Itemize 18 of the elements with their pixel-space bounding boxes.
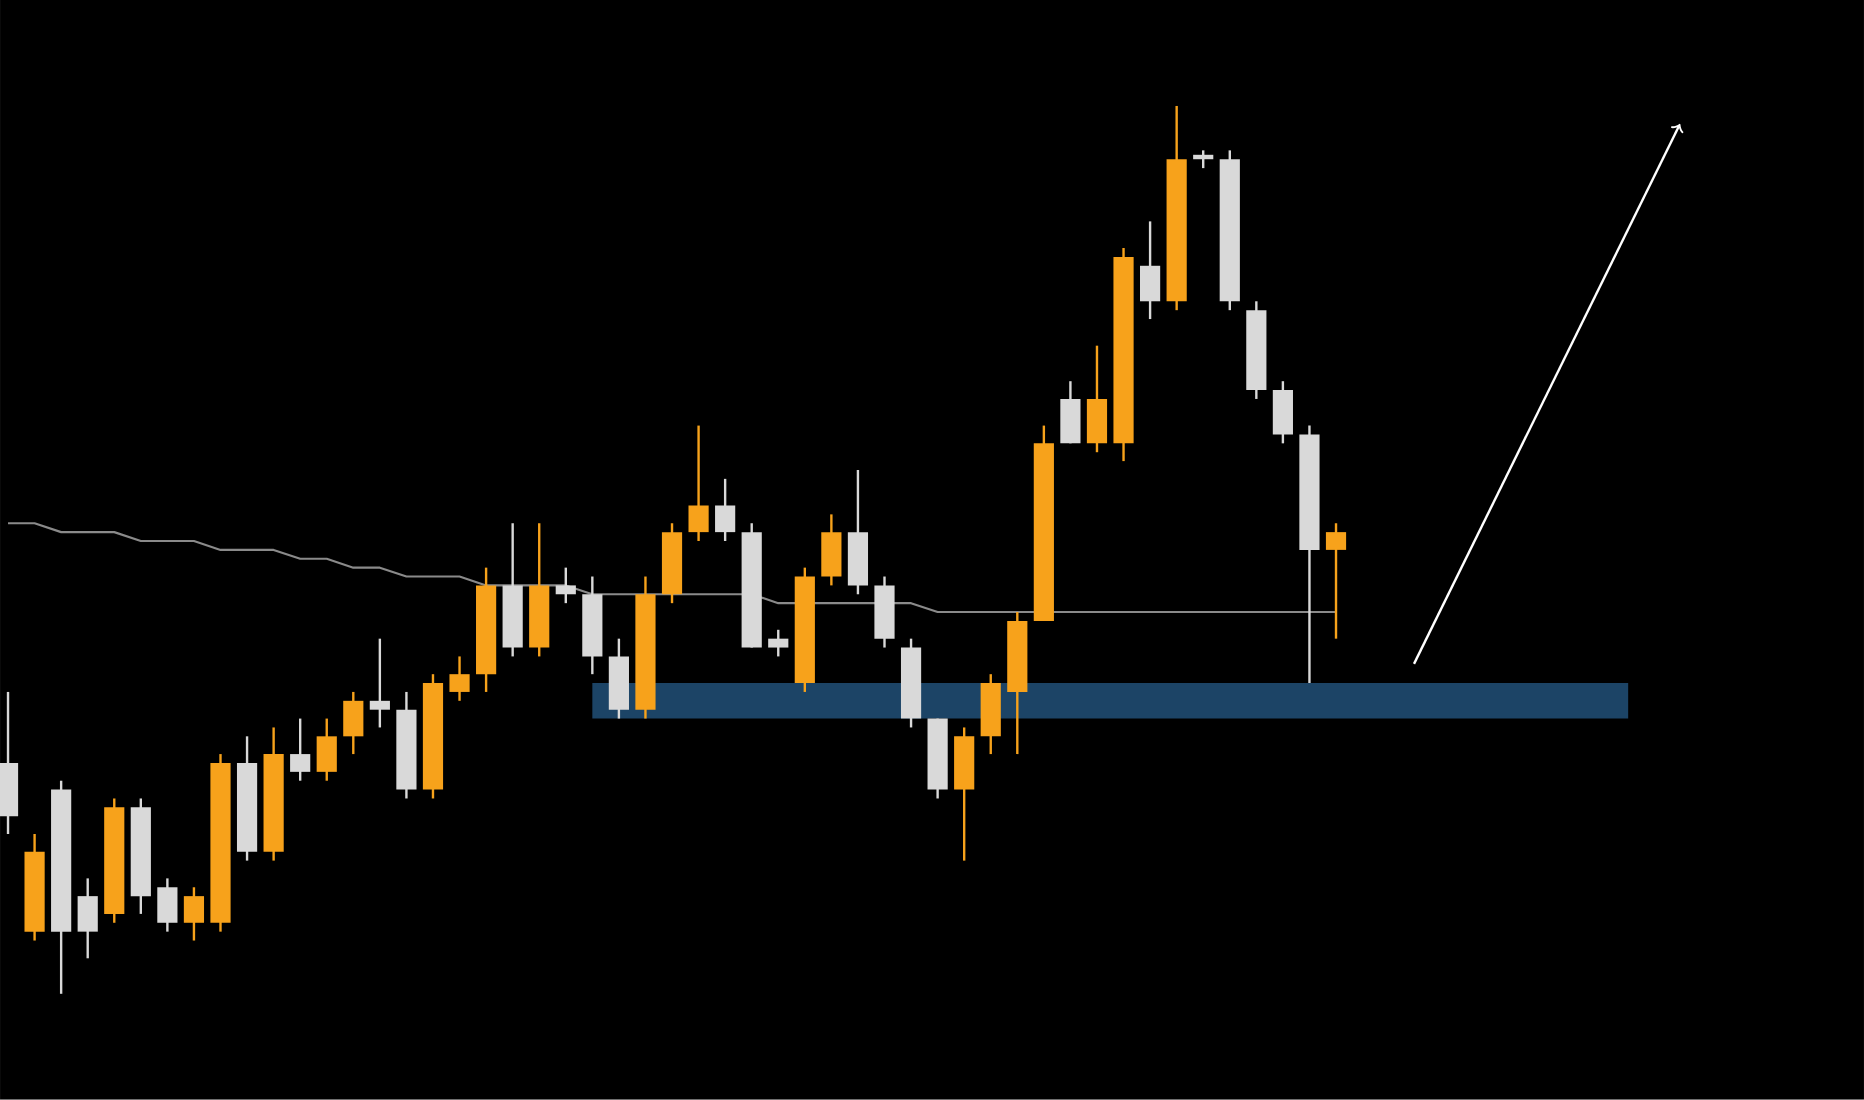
candlestick	[1272, 380, 1293, 445]
candlestick	[768, 628, 789, 658]
candlestick	[1060, 380, 1081, 445]
candlestick	[1086, 344, 1108, 454]
candlestick	[555, 566, 576, 605]
candlestick	[316, 717, 337, 783]
candlestick	[290, 717, 311, 783]
candlestick	[183, 886, 205, 942]
candlestick	[77, 877, 98, 960]
candlestick	[1140, 220, 1161, 321]
candlestick	[369, 637, 390, 729]
candlestick	[343, 690, 364, 756]
candlestick	[1325, 522, 1347, 640]
candlestick	[688, 424, 709, 543]
candlestick	[715, 477, 736, 543]
candlestick	[821, 513, 842, 587]
candlestick	[157, 877, 178, 933]
candlestick	[449, 655, 470, 703]
